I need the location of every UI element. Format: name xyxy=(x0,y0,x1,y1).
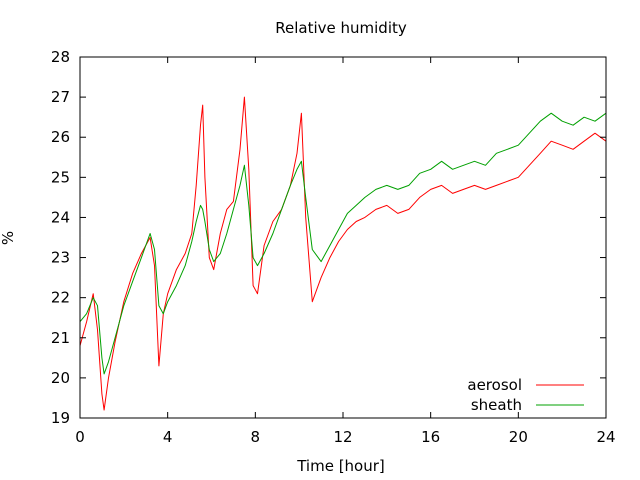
x-tick-label: 24 xyxy=(596,428,615,446)
x-tick-label: 8 xyxy=(251,428,261,446)
series-line-sheath xyxy=(79,112,607,375)
chart-title: Relative humidity xyxy=(275,19,407,37)
ticks-layer: 19 20 21 22 23 24 25 26 27 28 0 4 8 12 16 20 24 xyxy=(51,48,616,446)
y-tick-label: 19 xyxy=(51,409,70,427)
x-tick-label: 20 xyxy=(509,428,528,446)
series-line-aerosol xyxy=(79,96,607,411)
x-tick-label: 12 xyxy=(333,428,352,446)
y-tick-label: 24 xyxy=(51,208,70,226)
legend-label: aerosol xyxy=(467,376,522,394)
y-axis-label: % xyxy=(0,231,17,245)
y-tick-label: 20 xyxy=(51,369,70,387)
y-tick-label: 25 xyxy=(51,168,70,186)
x-tick-label: 4 xyxy=(163,428,173,446)
x-tick-label: 0 xyxy=(75,428,85,446)
y-tick-label: 22 xyxy=(51,289,70,307)
x-axis-label: Time [hour] xyxy=(296,457,385,475)
y-tick-label: 27 xyxy=(51,88,70,106)
legend: aerosol sheath xyxy=(467,376,584,414)
y-tick-label: 21 xyxy=(51,329,70,347)
series-layer xyxy=(79,96,607,411)
y-tick-label: 23 xyxy=(51,249,70,267)
x-tick-label: 16 xyxy=(421,428,440,446)
y-tick-label: 28 xyxy=(51,48,70,66)
legend-label: sheath xyxy=(471,396,522,414)
y-tick-label: 26 xyxy=(51,128,70,146)
